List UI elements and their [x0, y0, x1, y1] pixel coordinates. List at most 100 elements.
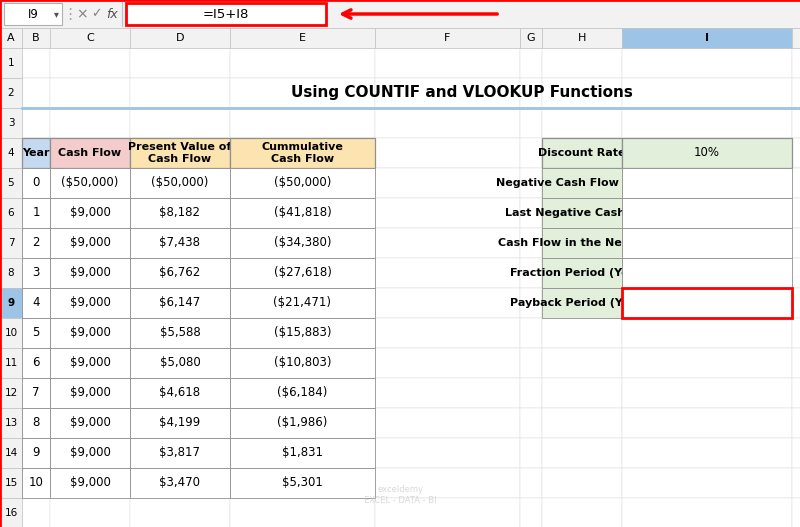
Text: 3: 3 — [8, 118, 14, 128]
Bar — [22, 408, 50, 438]
Text: ▾: ▾ — [54, 9, 58, 19]
Text: I9: I9 — [27, 7, 38, 21]
Text: 8: 8 — [32, 416, 40, 430]
Text: ×: × — [76, 7, 88, 21]
Bar — [622, 198, 792, 228]
Bar — [375, 28, 520, 48]
Bar — [50, 378, 130, 408]
Bar — [50, 438, 130, 468]
Bar — [50, 198, 130, 228]
Text: Negative Cash Flow (Years): Negative Cash Flow (Years) — [497, 178, 667, 188]
Bar — [0, 138, 22, 168]
Bar — [130, 438, 230, 468]
Bar — [520, 78, 542, 108]
Bar — [520, 468, 542, 498]
Text: $9,000: $9,000 — [70, 267, 110, 279]
Bar — [622, 78, 792, 108]
Bar — [520, 138, 542, 168]
Text: 3: 3 — [32, 267, 40, 279]
Bar — [130, 198, 230, 228]
Bar — [375, 168, 520, 198]
Text: $9,000: $9,000 — [70, 356, 110, 369]
Bar — [622, 138, 792, 168]
Bar — [230, 318, 375, 348]
Bar — [375, 378, 520, 408]
Bar — [230, 348, 375, 378]
Text: H: H — [578, 33, 586, 43]
Text: $3,817: $3,817 — [159, 446, 201, 460]
Bar — [622, 348, 792, 378]
Bar — [230, 138, 375, 168]
Bar — [50, 28, 130, 48]
Bar — [22, 318, 50, 348]
Bar — [22, 258, 50, 288]
Bar — [130, 28, 230, 48]
Bar — [230, 48, 375, 78]
Text: 10: 10 — [29, 476, 43, 490]
Text: 7: 7 — [32, 386, 40, 399]
Text: $3,817: $3,817 — [686, 237, 727, 249]
Text: $9,000: $9,000 — [70, 327, 110, 339]
Bar — [542, 108, 622, 138]
Bar — [22, 288, 50, 318]
Bar — [542, 438, 622, 468]
Bar — [0, 198, 22, 228]
Bar — [542, 168, 622, 198]
Bar — [520, 438, 542, 468]
Text: 8.52: 8.52 — [692, 297, 722, 309]
Bar — [0, 468, 22, 498]
Bar — [520, 168, 542, 198]
Bar — [130, 468, 230, 498]
Bar — [230, 168, 375, 198]
Text: ⋮: ⋮ — [62, 6, 78, 22]
Bar — [230, 198, 375, 228]
Text: G: G — [526, 33, 535, 43]
Bar — [50, 258, 130, 288]
Bar — [50, 408, 130, 438]
Text: I: I — [705, 33, 709, 43]
Bar — [22, 168, 50, 198]
Text: ($21,471): ($21,471) — [274, 297, 331, 309]
Text: Discount Rate: Discount Rate — [538, 148, 626, 158]
Bar — [792, 48, 800, 78]
Bar — [622, 258, 792, 288]
Text: ✓: ✓ — [90, 7, 102, 21]
Bar — [22, 318, 50, 348]
Bar — [22, 198, 50, 228]
Bar — [622, 438, 792, 468]
Text: $4,199: $4,199 — [159, 416, 201, 430]
Bar — [792, 498, 800, 527]
Bar — [542, 198, 622, 228]
Bar — [375, 108, 520, 138]
Text: 6: 6 — [8, 208, 14, 218]
Text: Cash Flow in the Next Year: Cash Flow in the Next Year — [498, 238, 666, 248]
Text: $9,000: $9,000 — [70, 386, 110, 399]
Text: Fraction Period (Years): Fraction Period (Years) — [510, 268, 654, 278]
Bar — [792, 78, 800, 108]
Text: 14: 14 — [4, 448, 18, 458]
Bar — [520, 378, 542, 408]
Bar — [375, 468, 520, 498]
Text: 8: 8 — [8, 268, 14, 278]
Bar — [0, 348, 22, 378]
Bar — [375, 318, 520, 348]
Bar — [230, 28, 375, 48]
Text: $9,000: $9,000 — [70, 416, 110, 430]
Bar — [622, 408, 792, 438]
Bar — [50, 378, 130, 408]
Text: $9,000: $9,000 — [70, 476, 110, 490]
Bar — [542, 28, 622, 48]
Bar — [130, 228, 230, 258]
Bar — [22, 108, 50, 138]
Bar — [0, 318, 22, 348]
Bar — [22, 378, 50, 408]
Bar — [542, 168, 622, 198]
Bar — [622, 288, 792, 318]
Text: $1,831: $1,831 — [282, 446, 323, 460]
Bar — [130, 378, 230, 408]
Bar — [230, 378, 375, 408]
Bar — [792, 28, 800, 48]
Bar — [230, 408, 375, 438]
Text: 12: 12 — [4, 388, 18, 398]
Bar — [520, 198, 542, 228]
